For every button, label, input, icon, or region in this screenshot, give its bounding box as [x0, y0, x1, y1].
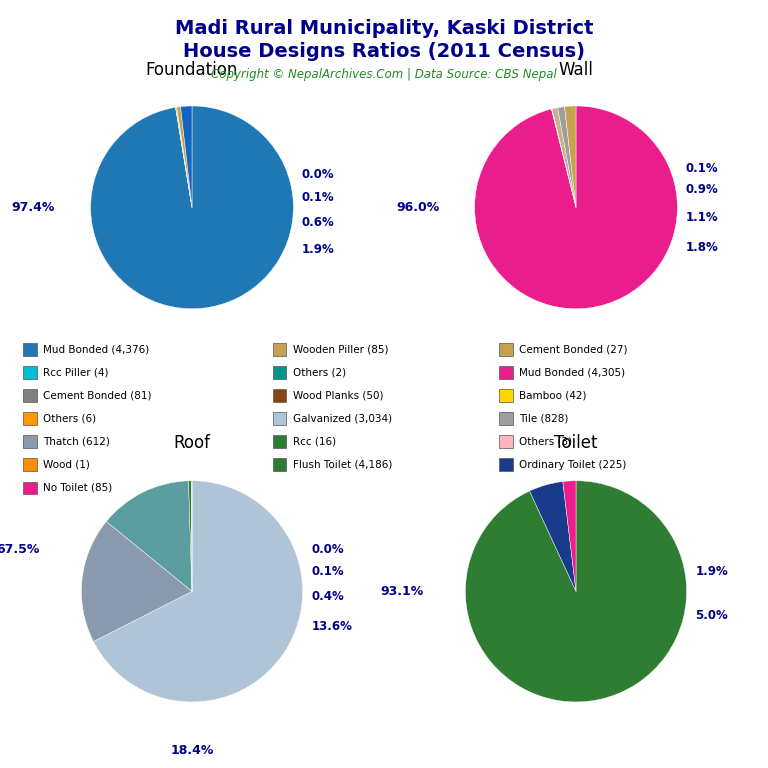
Text: 0.6%: 0.6%: [302, 216, 334, 229]
Wedge shape: [177, 107, 192, 207]
Text: Galvanized (3,034): Galvanized (3,034): [293, 413, 392, 424]
Text: 5.0%: 5.0%: [696, 609, 728, 622]
Wedge shape: [558, 107, 576, 207]
Text: Cement Bonded (27): Cement Bonded (27): [519, 344, 627, 355]
Text: 0.9%: 0.9%: [686, 183, 718, 196]
Text: Bamboo (42): Bamboo (42): [519, 390, 587, 401]
Text: 0.0%: 0.0%: [302, 168, 334, 181]
Text: Others (3): Others (3): [519, 436, 572, 447]
Wedge shape: [552, 108, 576, 207]
Text: 1.8%: 1.8%: [686, 241, 718, 254]
Text: Tile (828): Tile (828): [519, 413, 568, 424]
Title: Roof: Roof: [174, 434, 210, 452]
Text: Others (2): Others (2): [293, 367, 346, 378]
Wedge shape: [176, 107, 192, 207]
Text: Cement Bonded (81): Cement Bonded (81): [43, 390, 151, 401]
Text: 97.4%: 97.4%: [12, 201, 55, 214]
Wedge shape: [564, 106, 576, 207]
Text: Thatch (612): Thatch (612): [43, 436, 110, 447]
Text: Rcc Piller (4): Rcc Piller (4): [43, 367, 108, 378]
Text: Flush Toilet (4,186): Flush Toilet (4,186): [293, 459, 392, 470]
Text: 93.1%: 93.1%: [380, 585, 423, 598]
Text: Copyright © NepalArchives.Com | Data Source: CBS Nepal: Copyright © NepalArchives.Com | Data Sou…: [211, 68, 557, 81]
Wedge shape: [551, 109, 576, 207]
Text: Madi Rural Municipality, Kaski District: Madi Rural Municipality, Kaski District: [175, 19, 593, 38]
Text: 1.9%: 1.9%: [696, 565, 728, 578]
Wedge shape: [563, 481, 576, 591]
Text: 0.1%: 0.1%: [686, 162, 718, 175]
Text: 1.1%: 1.1%: [686, 211, 718, 224]
Text: 13.6%: 13.6%: [312, 621, 353, 634]
Text: No Toilet (85): No Toilet (85): [43, 482, 112, 493]
Wedge shape: [91, 106, 293, 309]
Text: Others (6): Others (6): [43, 413, 96, 424]
Text: House Designs Ratios (2011 Census): House Designs Ratios (2011 Census): [183, 42, 585, 61]
Text: 0.1%: 0.1%: [312, 565, 344, 578]
Text: Wooden Piller (85): Wooden Piller (85): [293, 344, 388, 355]
Title: Wall: Wall: [558, 61, 594, 79]
Wedge shape: [94, 481, 303, 702]
Wedge shape: [106, 481, 192, 591]
Text: Ordinary Toilet (225): Ordinary Toilet (225): [519, 459, 627, 470]
Wedge shape: [176, 108, 192, 207]
Text: 0.0%: 0.0%: [312, 543, 344, 556]
Text: 0.1%: 0.1%: [302, 190, 334, 204]
Text: 67.5%: 67.5%: [0, 543, 39, 556]
Wedge shape: [475, 106, 677, 309]
Text: 0.4%: 0.4%: [312, 591, 344, 604]
Wedge shape: [530, 482, 576, 591]
Text: Wood Planks (50): Wood Planks (50): [293, 390, 383, 401]
Wedge shape: [81, 521, 192, 641]
Text: 18.4%: 18.4%: [170, 744, 214, 757]
Text: 1.9%: 1.9%: [302, 243, 334, 257]
Wedge shape: [188, 481, 192, 591]
Text: Mud Bonded (4,305): Mud Bonded (4,305): [519, 367, 625, 378]
Wedge shape: [465, 481, 687, 702]
Wedge shape: [180, 106, 192, 207]
Text: Rcc (16): Rcc (16): [293, 436, 336, 447]
Text: Mud Bonded (4,376): Mud Bonded (4,376): [43, 344, 149, 355]
Title: Toilet: Toilet: [554, 434, 598, 452]
Title: Foundation: Foundation: [146, 61, 238, 79]
Text: 96.0%: 96.0%: [396, 201, 439, 214]
Text: Wood (1): Wood (1): [43, 459, 90, 470]
